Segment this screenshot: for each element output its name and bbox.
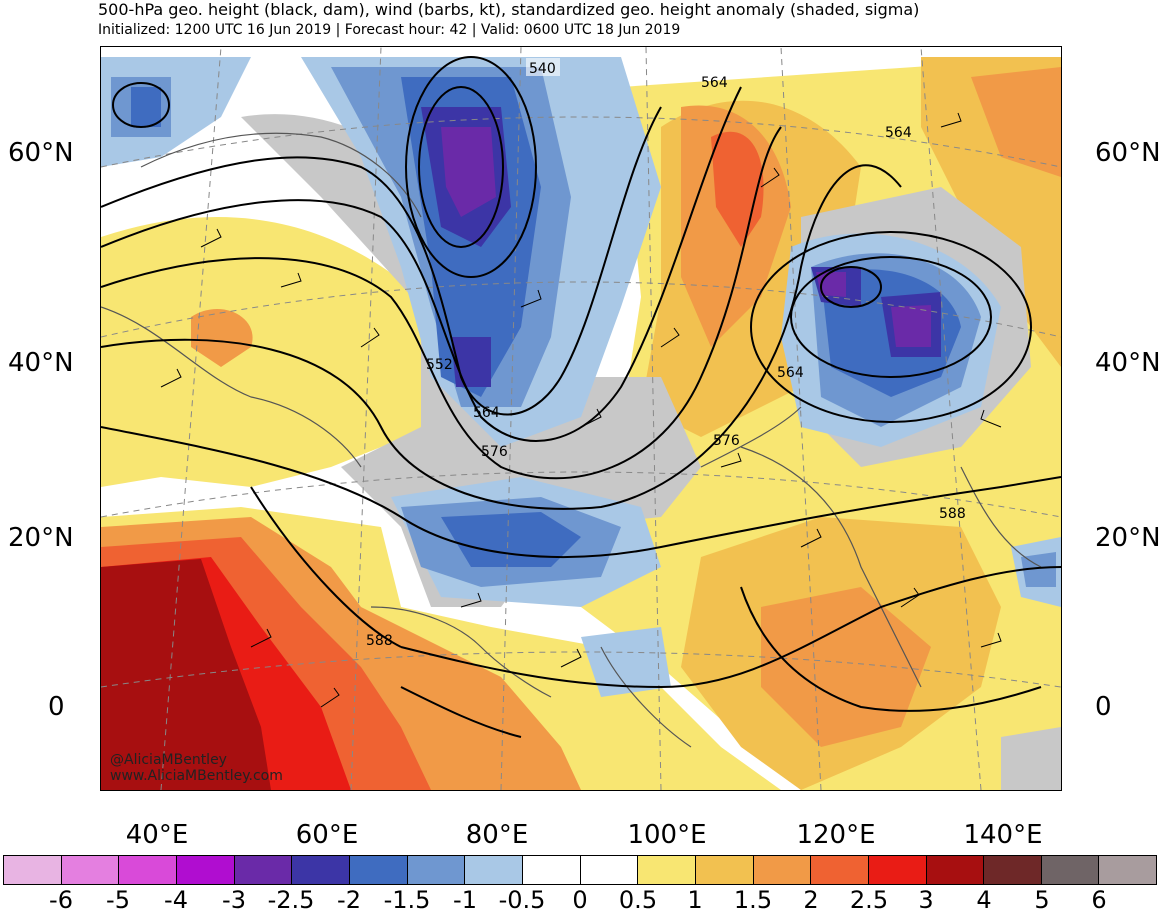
colorbar-swatch	[234, 856, 293, 884]
colorbar	[3, 855, 1157, 885]
colorbar-swatch	[4, 856, 62, 884]
anomaly-negative-region	[891, 305, 931, 347]
colorbar-swatch	[580, 856, 639, 884]
lat-label-left: 20°N	[8, 523, 74, 553]
colorbar-tick: 2	[803, 886, 819, 914]
lon-label: 140°E	[963, 820, 1043, 850]
colorbar-tick: 0	[572, 886, 588, 914]
credit-url: www.AliciaMBentley.com	[110, 768, 283, 784]
contour-label: 552	[426, 357, 453, 373]
anomaly-map-svg: 540 564 564 552 564 576 576 564 588 588	[101, 47, 1061, 790]
colorbar-swatch	[176, 856, 235, 884]
graticule-lines	[101, 47, 1061, 790]
colorbar-swatch	[349, 856, 408, 884]
lon-label: 120°E	[796, 820, 876, 850]
contour-label: 576	[713, 433, 740, 449]
colorbar-swatch	[407, 856, 466, 884]
colorbar-tick: -1.5	[383, 886, 431, 914]
coastlines	[101, 132, 1042, 748]
anomaly-gray-region	[1001, 727, 1061, 790]
contour-labels: 540 564 564 552 564 576 576 564 588 588	[366, 58, 966, 649]
lon-label: 60°E	[295, 820, 359, 850]
contour-label: 564	[473, 405, 500, 421]
colorbar-tick: -6	[49, 886, 73, 914]
lat-label-right: 20°N	[1095, 523, 1160, 553]
contour-label: 564	[885, 125, 912, 141]
colorbar-tick: -0.5	[498, 886, 546, 914]
lat-label-left: 60°N	[8, 138, 74, 168]
contour-label: 576	[481, 444, 508, 460]
colorbar-tick: -5	[106, 886, 130, 914]
height-contours	[101, 56, 1061, 738]
map-panel: 540 564 564 552 564 576 576 564 588 588	[100, 46, 1062, 791]
colorbar-tick: -1	[453, 886, 477, 914]
colorbar-swatch	[522, 856, 581, 884]
map-subtitle: Initialized: 1200 UTC 16 Jun 2019 | Fore…	[98, 22, 681, 38]
colorbar-tick: 3	[918, 886, 934, 914]
lon-label: 100°E	[627, 820, 707, 850]
colorbar-swatch	[926, 856, 985, 884]
colorbar-tick: -2	[337, 886, 361, 914]
colorbar-tick: 0.5	[618, 886, 658, 914]
colorbar-swatch	[984, 856, 1042, 884]
colorbar-tick: 5	[1034, 886, 1050, 914]
colorbar-swatch	[119, 856, 177, 884]
colorbar-swatch	[753, 856, 812, 884]
lat-label-right: 60°N	[1095, 138, 1160, 168]
anomaly-positive-region	[101, 559, 271, 790]
colorbar-tick: 1.5	[733, 886, 773, 914]
colorbar-tick: -3	[222, 886, 246, 914]
colorbar-tick: -4	[164, 886, 188, 914]
anomaly-negative-region	[581, 627, 671, 697]
wind-barbs	[160, 112, 1002, 708]
colorbar-swatch	[811, 856, 869, 884]
colorbar-swatch	[868, 856, 927, 884]
lon-label: 80°E	[465, 820, 529, 850]
anomaly-positive-region	[761, 587, 931, 747]
colorbar-swatch	[1041, 856, 1100, 884]
credit-handle: @AliciaMBentley	[110, 752, 227, 768]
anomaly-negative-region	[131, 87, 161, 127]
colorbar-swatch	[638, 856, 696, 884]
contour-label: 564	[701, 75, 728, 91]
map-title: 500-hPa geo. height (black, dam), wind (…	[98, 0, 920, 19]
lon-label: 40°E	[125, 820, 189, 850]
colorbar-tick: 1	[687, 886, 703, 914]
colorbar-tick: 4	[976, 886, 992, 914]
colorbar-tick: 6	[1091, 886, 1107, 914]
lat-label-right: 0	[1095, 692, 1112, 722]
colorbar-swatch	[465, 856, 523, 884]
colorbar-swatch	[695, 856, 754, 884]
lat-label-left: 0	[48, 692, 65, 722]
contour-label: 588	[939, 506, 966, 522]
lat-label-right: 40°N	[1095, 348, 1160, 378]
anomaly-positive-region	[971, 67, 1061, 177]
anomaly-negative-region	[441, 127, 496, 217]
contour-label: 540	[529, 61, 556, 77]
contour-label: 588	[366, 633, 393, 649]
colorbar-tick: 2.5	[849, 886, 889, 914]
colorbar-swatch	[1099, 856, 1157, 884]
anomaly-positive-region	[191, 308, 253, 367]
contour-label: 564	[777, 365, 804, 381]
colorbar-swatch	[61, 856, 120, 884]
anomaly-positive-region	[101, 217, 431, 487]
lat-label-left: 40°N	[8, 348, 74, 378]
colorbar-tick: -2.5	[267, 886, 315, 914]
anomaly-negative-region	[441, 512, 581, 567]
colorbar-swatch	[292, 856, 350, 884]
